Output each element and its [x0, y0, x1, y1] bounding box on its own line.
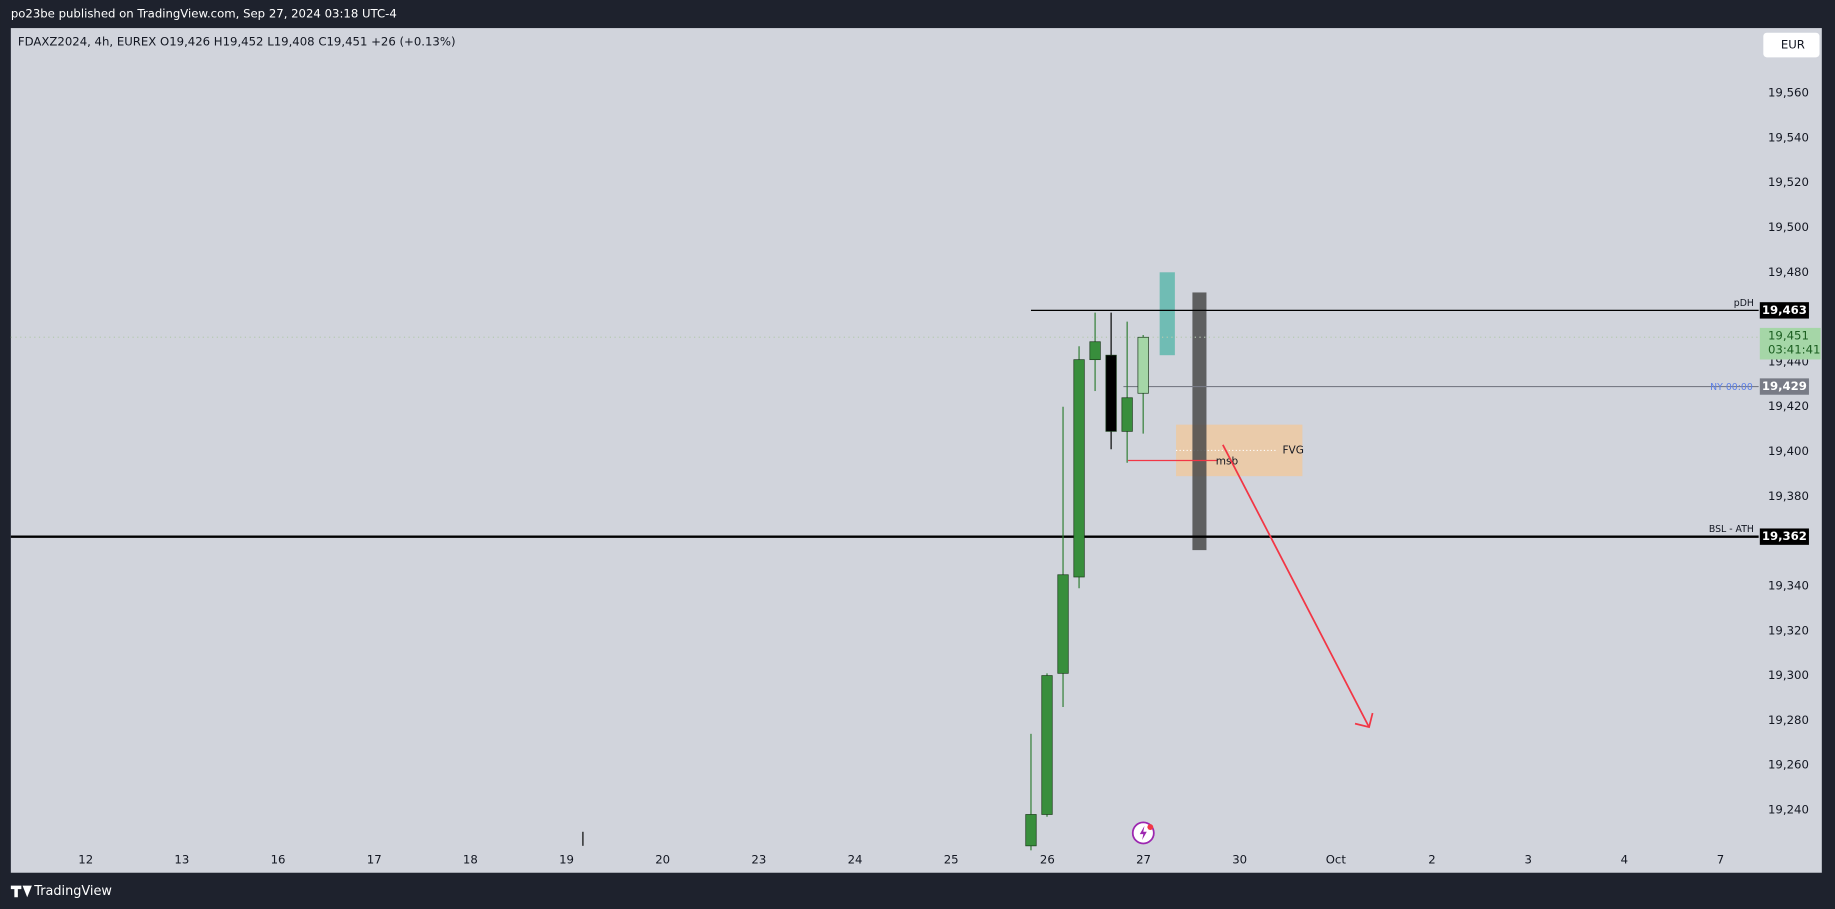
- currency-button[interactable]: [1763, 32, 1820, 58]
- y-tick-label: 19,520: [1768, 175, 1809, 189]
- publisher: po23be published on TradingView.com, Sep…: [11, 7, 397, 21]
- x-tick-label: 16: [271, 852, 286, 866]
- y-tick-label: 19,560: [1768, 86, 1809, 100]
- x-tick-label: 25: [944, 852, 959, 866]
- candle-body: [1089, 341, 1101, 361]
- zone: [1159, 272, 1175, 356]
- candle-body: [1041, 675, 1053, 815]
- x-tick-label: 13: [174, 852, 189, 866]
- price-box: [1759, 528, 1809, 545]
- currency: EUR: [1781, 38, 1805, 52]
- x-tick-label: 12: [78, 852, 93, 866]
- x-tick-label: 26: [1040, 852, 1055, 866]
- price-line-label: pDH: [1734, 298, 1754, 309]
- x-tick-label: 3: [1524, 852, 1531, 866]
- msb-label: msb: [1216, 456, 1239, 468]
- x-tick-label: 18: [463, 852, 478, 866]
- candle-body: [1137, 336, 1149, 394]
- y-tick-label: 19,300: [1768, 668, 1809, 682]
- y-tick-label: 19,420: [1768, 399, 1809, 413]
- brand-logo: [10, 885, 32, 898]
- x-tick-label: 24: [848, 852, 863, 866]
- zone-label: FVG: [1283, 444, 1304, 456]
- candle-body: [1121, 397, 1133, 432]
- x-tick-label: 2: [1428, 852, 1435, 866]
- price-box: [1759, 378, 1809, 395]
- y-tick-label: 19,340: [1768, 578, 1809, 592]
- y-tick-label: 19,280: [1768, 713, 1809, 727]
- y-tick-label: 19,400: [1768, 444, 1809, 458]
- zone: [1192, 292, 1207, 551]
- y-tick-label: 19,260: [1768, 758, 1809, 772]
- candle-body: [1073, 359, 1085, 578]
- y-tick-label: 19,320: [1768, 623, 1809, 637]
- y-tick-label: 19,500: [1768, 220, 1809, 234]
- legend: FDAXZ2024, 4h, EUREX O19,426 H19,452 L19…: [18, 35, 456, 49]
- price-box-label: 19,463: [1762, 303, 1807, 317]
- event-bolt: [1139, 825, 1147, 840]
- chart-area: [10, 28, 1822, 873]
- x-tick-label: 17: [367, 852, 382, 866]
- x-tick-label: 27: [1136, 852, 1151, 866]
- event-dot: [1147, 824, 1154, 831]
- x-tick-label: 7: [1717, 852, 1724, 866]
- arrow-head: [1354, 712, 1374, 729]
- x-tick-label: 23: [751, 852, 766, 866]
- candle-body: [1105, 354, 1117, 432]
- last-price-box: [1759, 327, 1821, 360]
- x-tick-label: Oct: [1326, 852, 1347, 866]
- x-tick-label: 19: [559, 852, 574, 866]
- y-tick-label: 19,380: [1768, 489, 1809, 503]
- last-price-label: 19,451: [1768, 329, 1809, 343]
- y-tick-label: 19,540: [1768, 130, 1809, 144]
- y-tick-label: 19,480: [1768, 265, 1809, 279]
- price-box: [1759, 302, 1809, 319]
- candle-body: [1057, 574, 1069, 674]
- y-tick-label: 19,240: [1768, 803, 1809, 817]
- candle-body: [1025, 814, 1037, 847]
- price-box-label: 19,429: [1762, 379, 1807, 393]
- x-tick-label: 20: [655, 852, 670, 866]
- arrow-line: [1222, 444, 1370, 728]
- countdown: 03:41:41: [1768, 343, 1821, 357]
- price-line-label: BSL - ATH: [1709, 524, 1754, 535]
- x-tick-label: 4: [1621, 852, 1628, 866]
- x-tick-label: 30: [1232, 852, 1247, 866]
- price-line-label: NY 00:00: [1710, 382, 1753, 393]
- brand: TradingView: [33, 884, 112, 899]
- price-box-label: 19,362: [1762, 529, 1807, 543]
